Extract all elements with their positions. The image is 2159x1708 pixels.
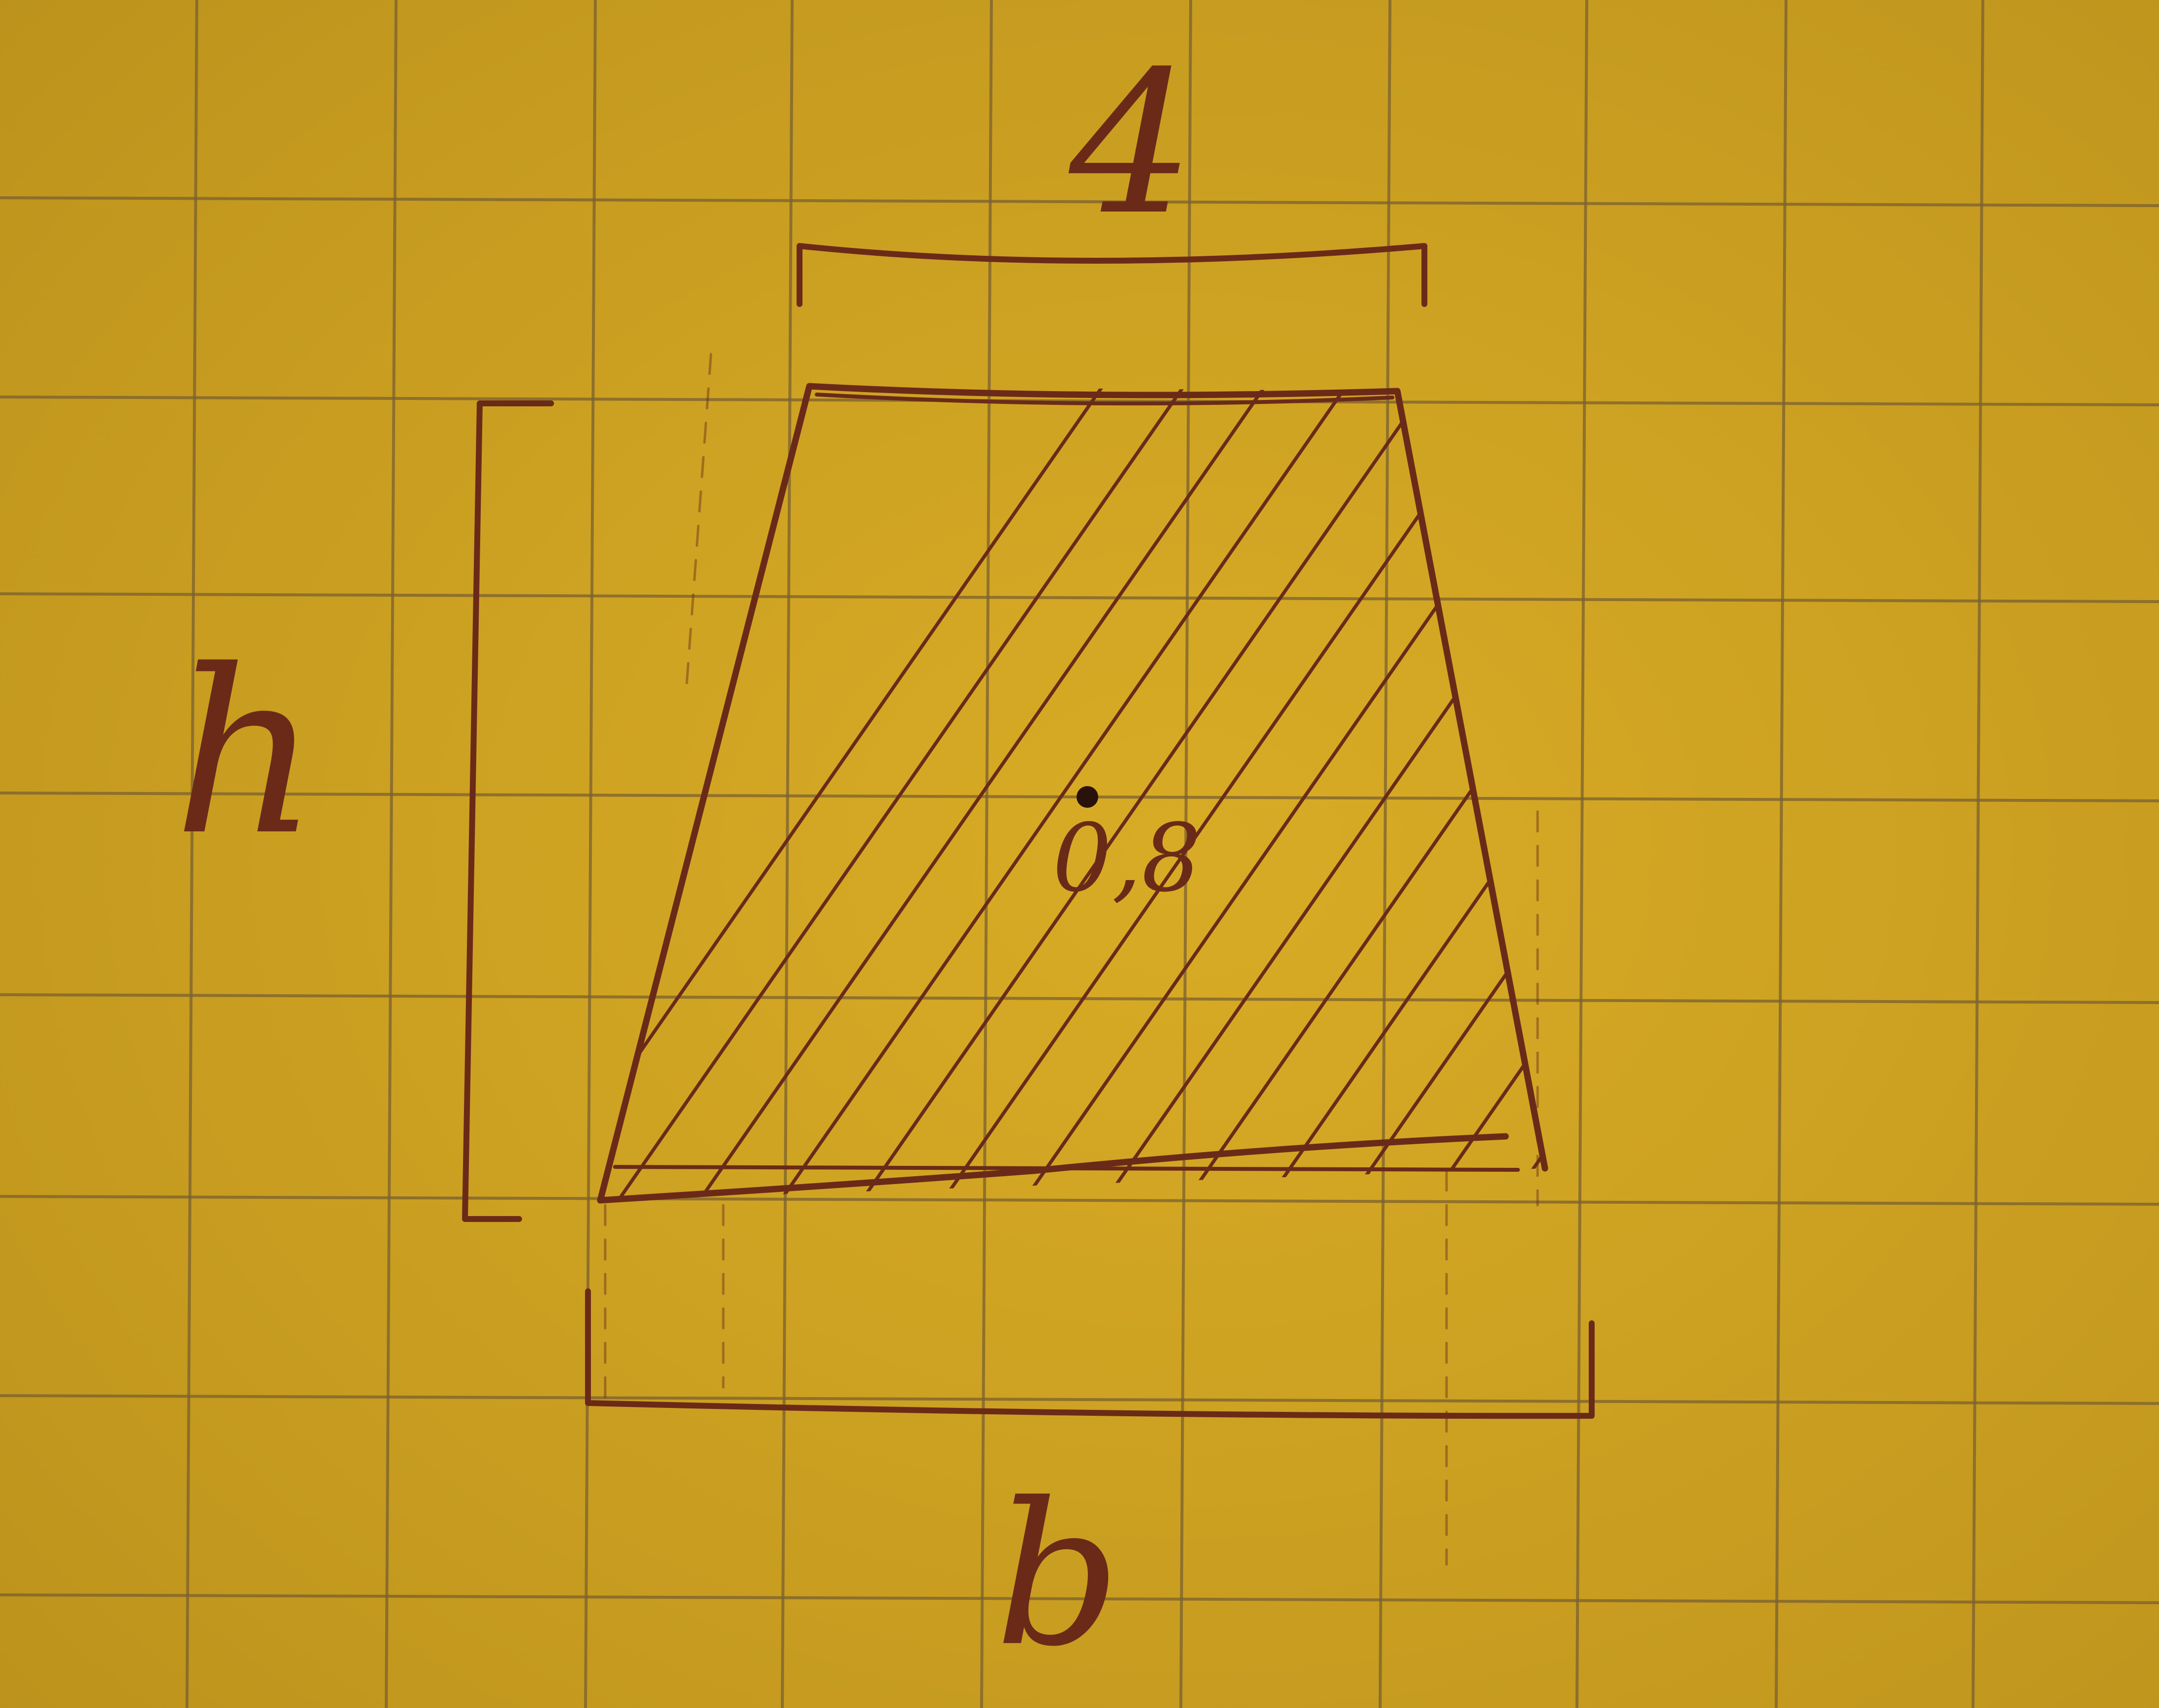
trapezoid-top-underline [815, 393, 1394, 406]
label-bottom-width: b [995, 1461, 1121, 1690]
trapezoid-base-underline [613, 1165, 1520, 1172]
hatch-line [839, 386, 1458, 1200]
grid-line-vertical [1179, 0, 1192, 1708]
grid-line-horizontal [0, 592, 2159, 603]
grid-line-horizontal [0, 1195, 2159, 1206]
label-top-width: 4 [1066, 30, 1195, 258]
grid-line-horizontal [0, 1593, 2159, 1604]
grid-line-horizontal [0, 1394, 2159, 1405]
grid-line-vertical [1775, 0, 1788, 1708]
grid-line-vertical [980, 0, 993, 1708]
label-ratio: 0,8 [1052, 804, 1201, 913]
hatch-line [1408, 386, 1545, 1200]
height-bracket [462, 400, 554, 1222]
hatch-line [600, 386, 1215, 1200]
grid-line-vertical [1575, 0, 1588, 1708]
grid-line-horizontal [0, 993, 2159, 1004]
hatch-line [758, 386, 1377, 1200]
grid-line-vertical [1379, 0, 1391, 1708]
grid-line-vertical [385, 0, 398, 1708]
grid-line-vertical [1972, 0, 1984, 1708]
hatch-line [1245, 386, 1545, 1200]
grid-line-vertical [185, 0, 198, 1708]
top-width-bracket [797, 243, 1427, 307]
trapezoid-outline [597, 383, 1548, 1204]
hatch-line [1083, 386, 1545, 1200]
label-height: h [173, 622, 319, 885]
ink-dot [1077, 786, 1098, 808]
hatch-line [677, 386, 1296, 1200]
hatch-line [1326, 386, 1545, 1200]
trapezoid-base-line [597, 1133, 1509, 1204]
grid-line-horizontal [0, 396, 2159, 406]
grid-line-vertical [584, 0, 597, 1708]
grid-line-vertical [781, 0, 794, 1708]
grid-line-horizontal [0, 196, 2159, 207]
bottom-width-bracket [585, 1288, 1595, 1419]
